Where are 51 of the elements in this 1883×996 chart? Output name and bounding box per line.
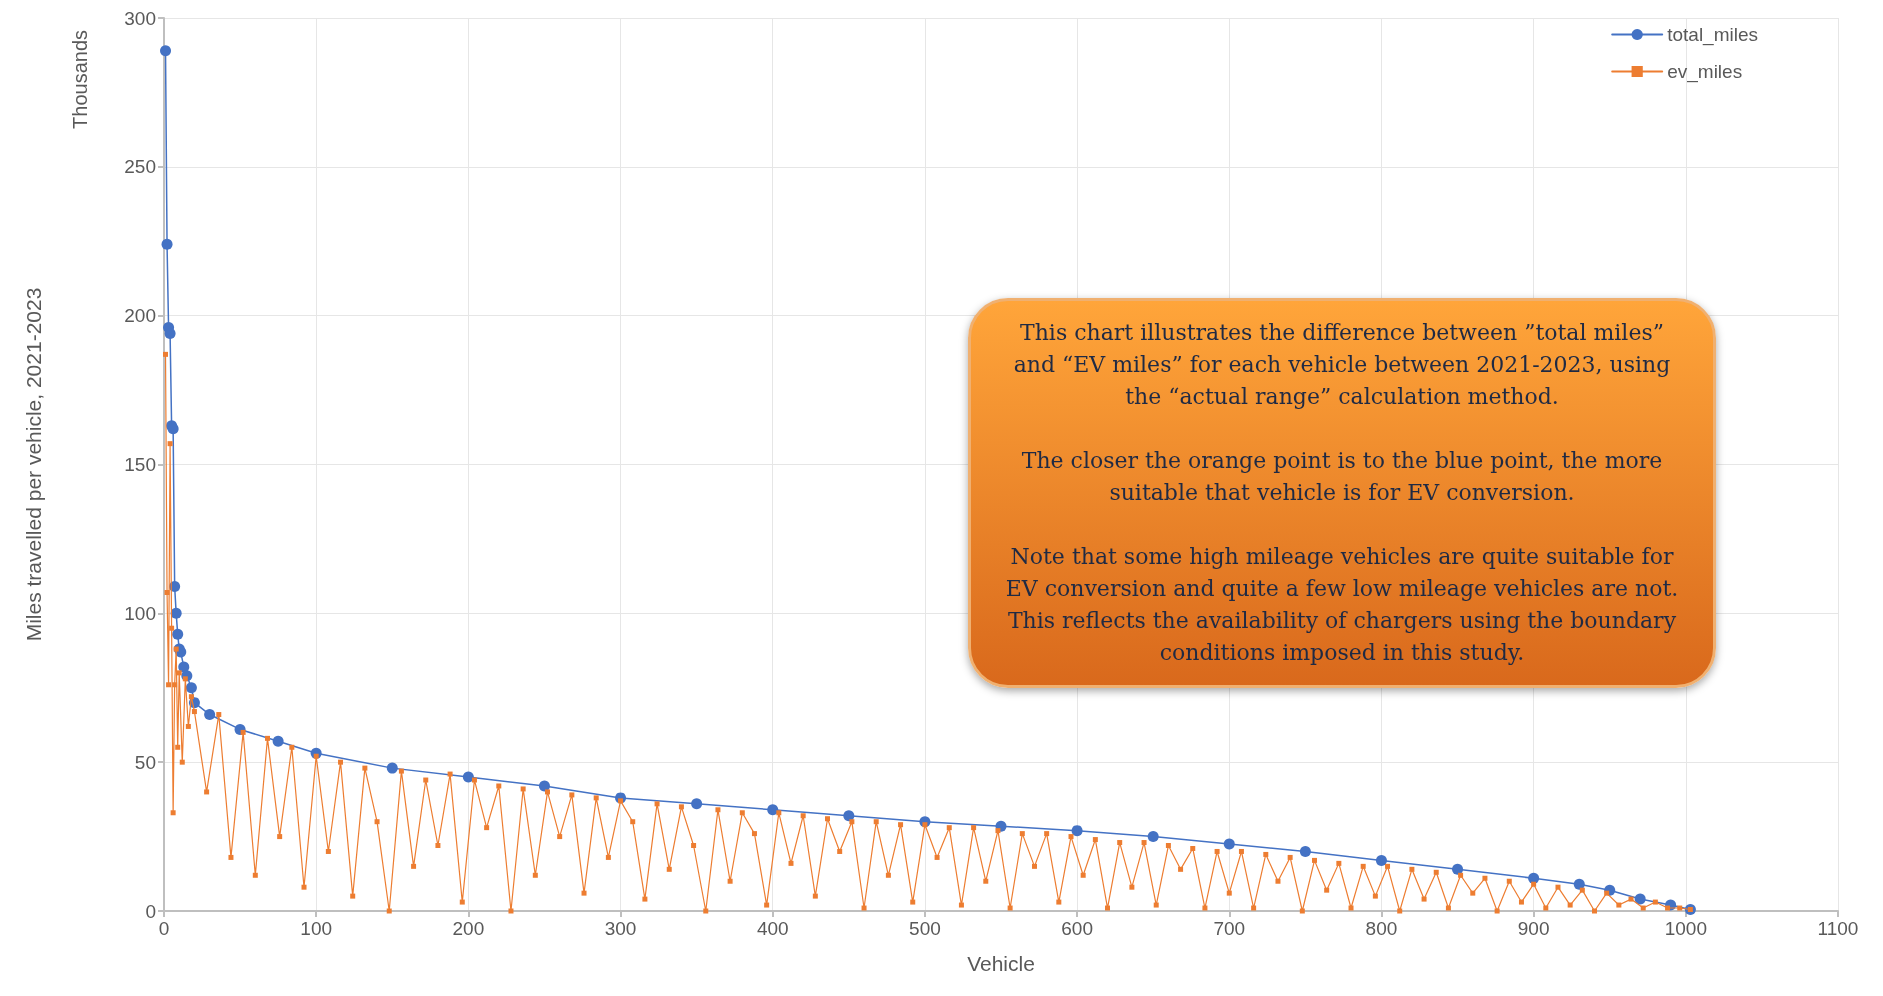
annotation: Note that some high mileage vehicles are quite suitable for EV conversion and quite a few low mileage vehicles are not. This reflects the availability of chargers using the boundary conditions imposed in this study. [1004,543,1680,667]
point [1573,878,1585,890]
point [1634,893,1646,905]
point [767,804,779,816]
point [691,798,703,810]
y-tick-label: 300 [124,7,156,29]
point [462,771,474,783]
point [164,328,176,340]
point [1452,863,1464,875]
x-tick-label: 300 [604,918,637,939]
x-tick-label: 100 [300,918,333,939]
y-axis-title: Miles travelled per vehicle, 2021-2023 [22,287,45,642]
x-tick-label: 1000 [1664,918,1707,939]
y-tick-label: 250 [124,156,156,178]
point [172,628,184,640]
point [272,735,284,747]
x-tick-label: 500 [909,918,941,939]
point [1375,854,1387,866]
point [1223,838,1235,850]
point [204,709,216,721]
point [1147,831,1159,843]
x-axis-title: Vehicle [967,952,1035,975]
x-tick-label: 700 [1213,918,1246,939]
x-tick-label: 600 [1061,918,1093,939]
point [386,762,398,774]
point [1071,825,1083,837]
y-tick-label: 100 [124,602,156,624]
y-tick-label: 150 [124,454,156,475]
point [161,238,173,250]
point [185,682,197,694]
x-tick-label: 0 [158,918,170,939]
point [1528,872,1540,884]
point [170,607,182,619]
x-tick-label: 1100 [1817,918,1859,939]
x-tick-label: 200 [452,918,485,939]
annotation: This chart illustrates the difference between ”total miles” and “EV miles” for each vehicle between 2021-2023, using the “actual range” calculation method. [1012,319,1672,411]
x-tick-label: 800 [1365,918,1398,939]
legend-label: total_miles [1667,24,1759,46]
callout-box: This chart illustrates the difference between ”total miles” and “EV miles” for each vehicle between 2021-2023, using the “actual range” calculation method. The closer the orange point is to the blue point, the more suitable that vehicle is for EV conversion. Note that some high mileage vehicles are quite suitable for EV conversion and quite a few low mileage vehicles are not. This reflects the availability of chargers using the boundary conditions imposed in this study. [968,298,1716,688]
point [1299,845,1311,857]
y-tick-label: 50 [134,751,156,773]
y-tick-label: 0 [145,900,156,922]
y-tick-label: 200 [124,305,156,327]
x-tick-label: 900 [1517,918,1550,939]
point [160,45,172,57]
annotation: The closer the orange point is to the blue point, the more suitable that vehicle is for EV conversion. [1020,447,1664,507]
point [843,810,855,822]
text: Thousands [69,29,91,129]
legend-label: ev_miles [1667,61,1743,83]
x-tick-label: 400 [756,918,789,939]
point [538,780,550,792]
